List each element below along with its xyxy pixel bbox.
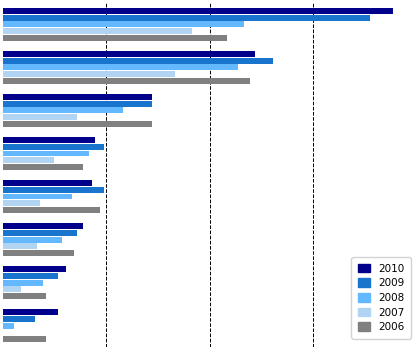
Bar [3, 101, 152, 107]
Bar [3, 28, 192, 34]
Bar [3, 237, 62, 243]
Bar [3, 35, 227, 41]
Bar [3, 58, 273, 64]
Bar [3, 266, 66, 272]
Bar [3, 293, 47, 299]
Bar [3, 164, 83, 170]
Bar [3, 150, 89, 156]
Bar [3, 243, 37, 249]
Bar [3, 316, 35, 322]
Bar [3, 280, 43, 286]
Bar [3, 78, 250, 84]
Bar [3, 207, 101, 213]
Legend: 2010, 2009, 2008, 2007, 2006: 2010, 2009, 2008, 2007, 2006 [352, 257, 411, 338]
Bar [3, 187, 104, 193]
Bar [3, 51, 256, 57]
Bar [3, 286, 21, 292]
Bar [3, 8, 393, 14]
Bar [3, 64, 238, 70]
Bar [3, 137, 95, 143]
Bar [3, 323, 14, 329]
Bar [3, 71, 175, 77]
Bar [3, 180, 92, 186]
Bar [3, 144, 104, 150]
Bar [3, 250, 74, 256]
Bar [3, 230, 78, 236]
Bar [3, 273, 58, 279]
Bar [3, 114, 78, 120]
Bar [3, 223, 83, 229]
Bar [3, 336, 47, 342]
Bar [3, 309, 58, 315]
Bar [3, 157, 54, 163]
Bar [3, 194, 72, 199]
Bar [3, 200, 39, 206]
Bar [3, 107, 123, 113]
Bar [3, 15, 370, 21]
Bar [3, 121, 152, 127]
Bar [3, 21, 244, 27]
Bar [3, 94, 152, 100]
